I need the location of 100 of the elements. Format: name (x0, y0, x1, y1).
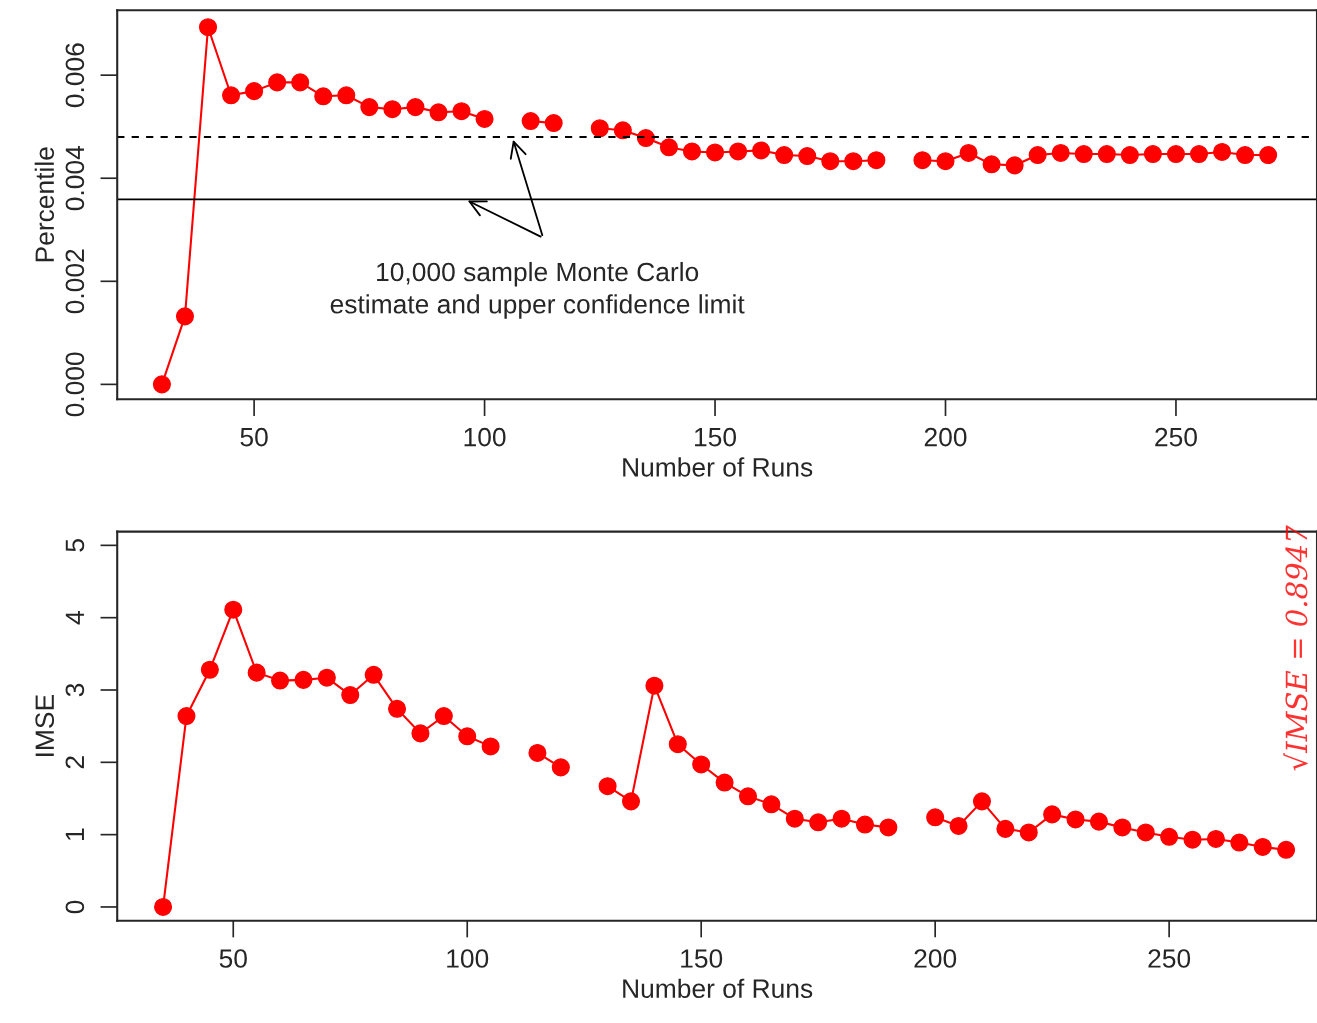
point (1097, 144, 1116, 164)
point (458, 727, 477, 746)
point (692, 755, 711, 774)
point (598, 777, 617, 796)
point (613, 121, 632, 140)
point (715, 773, 734, 792)
point (271, 671, 290, 690)
point (936, 152, 955, 171)
point (388, 699, 407, 718)
annotation: 10,000 sample Monte Carlo estimate and upper confidence limit (330, 261, 745, 319)
point (821, 152, 840, 171)
x-tick-label: 250 (1155, 427, 1197, 447)
point (636, 129, 655, 148)
point (738, 787, 758, 806)
x-axis-title: Number of Runs (623, 978, 813, 999)
point (832, 809, 851, 828)
point (1206, 829, 1225, 849)
x-tick-label: 50 (240, 427, 268, 447)
point (1043, 805, 1062, 824)
x-tick-label: 200 (914, 949, 957, 968)
point (1189, 144, 1209, 164)
x-tick-label: 250 (1148, 949, 1191, 968)
point (645, 676, 664, 695)
point (659, 138, 678, 157)
x-tick-label: 100 (464, 427, 506, 447)
point (798, 147, 817, 166)
y-tick-label: 4 (65, 611, 84, 625)
x-tick-label: 150 (681, 949, 723, 968)
y-tick-label: 5 (65, 539, 85, 552)
point (1259, 146, 1278, 165)
point (1028, 146, 1047, 165)
point (481, 737, 500, 756)
point (879, 818, 898, 837)
annotation: √IMSE = 0.8947 (1283, 525, 1308, 771)
point (867, 151, 886, 170)
point (198, 18, 218, 37)
point (762, 795, 781, 814)
y-tick-label: 2 (65, 756, 84, 769)
y-tick-label: 0 (65, 900, 85, 914)
x-axis-title: Number of Runs (623, 457, 813, 477)
point (621, 792, 641, 811)
y-tick-label: 0.000 (65, 352, 85, 417)
point (1183, 830, 1202, 849)
y-axis-title: Percentile (34, 147, 55, 262)
point (785, 809, 804, 828)
point (1160, 827, 1179, 846)
point (291, 73, 310, 92)
point (406, 98, 425, 117)
point (982, 155, 1001, 174)
point (200, 660, 219, 679)
y-tick-label: 0.006 (65, 43, 85, 108)
point (475, 109, 494, 128)
point (528, 743, 547, 762)
point (1213, 142, 1232, 161)
y-tick-label: 3 (65, 683, 85, 697)
point (949, 816, 968, 835)
point (1019, 823, 1038, 842)
point (855, 815, 875, 834)
point (1089, 812, 1108, 831)
point (682, 142, 702, 161)
x-tick-label: 200 (924, 427, 967, 447)
point (224, 600, 243, 619)
point (996, 819, 1015, 838)
point (364, 665, 383, 684)
point (314, 87, 333, 106)
point (729, 142, 748, 161)
x-tick-label: 150 (695, 427, 737, 447)
point (177, 707, 196, 726)
point (1230, 833, 1249, 852)
point (706, 143, 725, 162)
point (1113, 818, 1132, 837)
point (1051, 143, 1070, 163)
point (544, 114, 563, 133)
point (959, 143, 978, 163)
point (434, 707, 453, 726)
point (551, 758, 570, 777)
point (668, 735, 687, 754)
x-tick-label: 50 (219, 949, 247, 968)
point (152, 375, 171, 394)
point (154, 897, 173, 916)
point (1074, 144, 1093, 164)
point (337, 86, 356, 105)
y-tick-label: 1 (65, 828, 84, 840)
point (383, 100, 402, 119)
point (844, 152, 863, 171)
y-tick-label: 0.002 (65, 249, 85, 314)
point (1277, 840, 1296, 859)
point (590, 119, 609, 138)
point (775, 146, 794, 165)
point (245, 82, 264, 101)
point (1136, 823, 1155, 842)
point (1253, 837, 1272, 856)
point (360, 98, 379, 117)
point (247, 663, 266, 682)
point (1120, 146, 1139, 165)
point (1236, 146, 1255, 165)
point (175, 307, 194, 326)
point (913, 151, 932, 170)
point (1005, 156, 1024, 175)
point (294, 670, 313, 689)
